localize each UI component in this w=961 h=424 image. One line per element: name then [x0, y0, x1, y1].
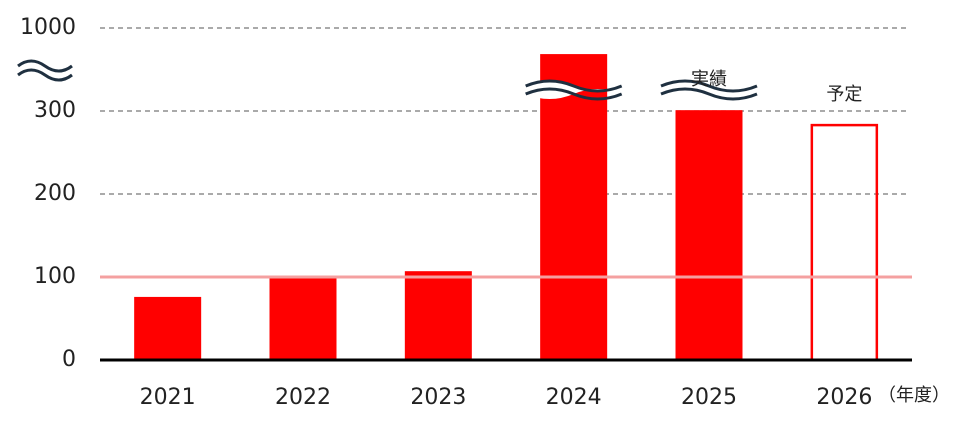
bar: [540, 54, 608, 360]
x-tick-label: 2025: [681, 385, 737, 410]
x-tick-label: 2024: [546, 385, 602, 410]
bar: [810, 123, 879, 362]
x-tick-label: 2022: [275, 385, 331, 410]
y-tick-label: 0: [62, 347, 76, 372]
y-tick-label: 100: [34, 264, 76, 289]
bar-break-line: [660, 87, 758, 101]
y-tick-label: 200: [34, 181, 76, 206]
x-tick-label: 2023: [410, 385, 466, 410]
bar-break: [661, 81, 757, 99]
axis-break-mark: [17, 59, 73, 82]
bar-break-line: [525, 79, 623, 93]
bar-break: [525, 81, 622, 99]
bar-break-line: [660, 79, 758, 93]
annotation: 実績: [691, 69, 727, 90]
bar-break-line: [525, 87, 623, 101]
bar: [134, 296, 202, 360]
x-tick-label: 2021: [140, 385, 196, 410]
bar: [675, 110, 743, 360]
y-tick-label: 1000: [20, 15, 76, 40]
x-tick-label: 2026: [816, 385, 872, 410]
y-tick-label: 300: [34, 98, 76, 123]
annotation: 予定: [826, 84, 862, 105]
x-axis-label: （年度）: [878, 385, 950, 406]
bar: [269, 277, 337, 360]
bar: [404, 271, 472, 360]
